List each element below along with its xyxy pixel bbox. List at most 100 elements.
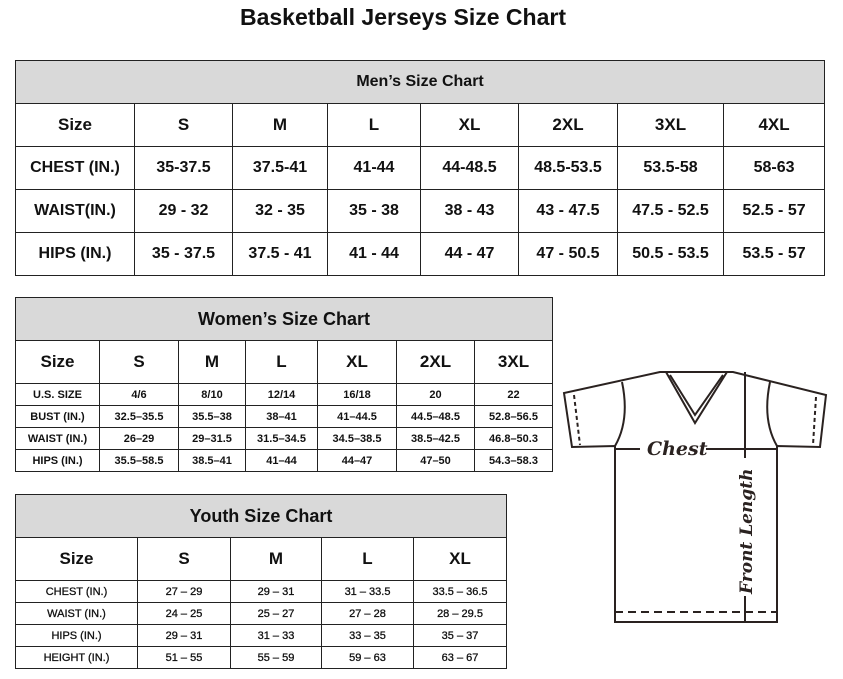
header-cell: XL [412, 537, 508, 581]
value-cell: 35 – 37 [412, 624, 508, 647]
value-cell: 41–44 [245, 449, 318, 472]
table-row: CHEST (IN.) 27 – 29 29 – 31 31 – 33.5 33.5 –… [15, 580, 508, 603]
value-cell: 52.5 - 57 [722, 189, 826, 233]
header-cell: M [230, 537, 322, 581]
row-label: WAIST (IN.) [15, 427, 100, 450]
table-row: WAIST (IN.) 26–29 29–31.5 31.5–34.5 34.5–38.… [15, 427, 554, 450]
value-cell: 31.5–34.5 [245, 427, 318, 450]
value-cell: 29 – 31 [137, 624, 231, 647]
header-cell: L [321, 537, 414, 581]
row-label: HEIGHT (IN.) [15, 646, 138, 669]
value-cell: 38.5–41 [178, 449, 246, 472]
value-cell: 59 – 63 [321, 646, 414, 669]
value-cell: 25 – 27 [230, 602, 322, 625]
value-cell: 33.5 – 36.5 [412, 580, 508, 603]
value-cell: 44–47 [317, 449, 397, 472]
value-cell: 38.5–42.5 [396, 427, 475, 450]
chest-label: Chest [647, 438, 708, 460]
value-cell: 29 - 32 [134, 189, 233, 233]
value-cell: 44 - 47 [420, 232, 519, 276]
value-cell: 27 – 29 [137, 580, 231, 603]
row-label: BUST (IN.) [15, 405, 100, 428]
row-label: HIPS (IN.) [15, 449, 100, 472]
row-label: U.S. SIZE [15, 383, 100, 406]
page-title: Basketball Jerseys Size Chart [239, 4, 566, 30]
mens-size-table: Men’s Size Chart Size S M L XL 2XL 3XL 4XL CHEST … [14, 60, 826, 276]
table-row: HEIGHT (IN.) 51 – 55 55 – 59 59 – 63 63 – 67 [15, 646, 508, 669]
youth-size-table: Youth Size Chart Size S M L XL CHEST (IN.) 27 –… [14, 494, 508, 669]
value-cell: 27 – 28 [321, 602, 414, 625]
table-row: WAIST (IN.) 24 – 25 25 – 27 27 – 28 28 – 29.… [15, 602, 508, 625]
value-cell: 48.5-53.5 [518, 146, 618, 190]
row-label: CHEST (IN.) [15, 146, 135, 190]
jersey-diagram: Chest Front Length [562, 371, 828, 623]
value-cell: 44-48.5 [420, 146, 519, 190]
value-cell: 26–29 [99, 427, 179, 450]
value-cell: 43 - 47.5 [518, 189, 618, 233]
header-cell: 3XL [473, 340, 554, 384]
table-row: BUST (IN.) 32.5–35.5 35.5–38 38–41 41–44.5 44… [15, 405, 554, 428]
header-cell: 2XL [396, 340, 475, 384]
value-cell: 47–50 [396, 449, 475, 472]
value-cell: 37.5 - 41 [232, 232, 328, 276]
value-cell: 4/6 [99, 383, 179, 406]
value-cell: 35 - 37.5 [134, 232, 233, 276]
value-cell: 38–41 [245, 405, 318, 428]
value-cell: 54.3–58.3 [473, 449, 554, 472]
value-cell: 44.5–48.5 [396, 405, 475, 428]
header-cell: L [327, 103, 421, 147]
value-cell: 32.5–35.5 [99, 405, 179, 428]
value-cell: 35-37.5 [134, 146, 233, 190]
value-cell: 47.5 - 52.5 [617, 189, 724, 233]
value-cell: 41-44 [327, 146, 421, 190]
header-cell: M [178, 340, 246, 384]
value-cell: 29 – 31 [230, 580, 322, 603]
value-cell: 31 – 33 [230, 624, 322, 647]
value-cell: 52.8–56.5 [473, 405, 554, 428]
value-cell: 31 – 33.5 [321, 580, 414, 603]
value-cell: 28 – 29.5 [412, 602, 508, 625]
value-cell: 41 - 44 [327, 232, 421, 276]
value-cell: 12/14 [245, 383, 318, 406]
table-row: HIPS (IN.) 29 – 31 31 – 33 33 – 35 35 – 37 [15, 624, 508, 647]
row-label: WAIST(IN.) [15, 189, 135, 233]
value-cell: 51 – 55 [137, 646, 231, 669]
header-cell: 4XL [722, 103, 826, 147]
header-cell: XL [317, 340, 397, 384]
table-row: HIPS (IN.) 35.5–58.5 38.5–41 41–44 44–47 47–5… [15, 449, 554, 472]
header-cell: Size [15, 340, 100, 384]
header-cell: S [137, 537, 231, 581]
header-cell: M [232, 103, 328, 147]
header-cell: XL [420, 103, 519, 147]
value-cell: 29–31.5 [178, 427, 246, 450]
header-cell: S [99, 340, 179, 384]
value-cell: 63 – 67 [412, 646, 508, 669]
header-cell: Size [15, 537, 138, 581]
value-cell: 58-63 [722, 146, 826, 190]
value-cell: 55 – 59 [230, 646, 322, 669]
front-length-label: Front Length [737, 469, 757, 595]
value-cell: 37.5-41 [232, 146, 328, 190]
row-label: WAIST (IN.) [15, 602, 138, 625]
header-cell: 3XL [617, 103, 724, 147]
value-cell: 32 - 35 [232, 189, 328, 233]
table-caption: Youth Size Chart [14, 494, 508, 538]
row-label: CHEST (IN.) [15, 580, 138, 603]
value-cell: 35 - 38 [327, 189, 421, 233]
row-label: HIPS (IN.) [15, 232, 135, 276]
value-cell: 34.5–38.5 [317, 427, 397, 450]
womens-size-table: Women’s Size Chart Size S M L XL 2XL 3XL U.S. SI… [14, 297, 554, 472]
value-cell: 50.5 - 53.5 [617, 232, 724, 276]
value-cell: 38 - 43 [420, 189, 519, 233]
table-row: U.S. SIZE 4/6 8/10 12/14 16/18 20 22 [15, 383, 554, 406]
header-cell: S [134, 103, 233, 147]
row-label: HIPS (IN.) [15, 624, 138, 647]
table-row: HIPS (IN.) 35 - 37.5 37.5 - 41 41 - 44 44 - … [15, 232, 826, 276]
value-cell: 46.8–50.3 [473, 427, 554, 450]
header-cell: Size [15, 103, 135, 147]
value-cell: 33 – 35 [321, 624, 414, 647]
header-cell: L [245, 340, 318, 384]
value-cell: 41–44.5 [317, 405, 397, 428]
value-cell: 22 [473, 383, 554, 406]
header-cell: 2XL [518, 103, 618, 147]
